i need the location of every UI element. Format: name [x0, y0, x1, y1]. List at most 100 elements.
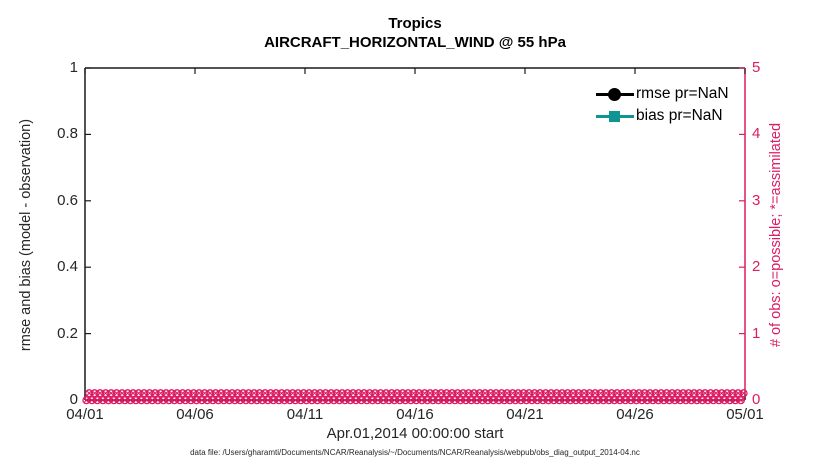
- obs-possible-marker: [533, 396, 542, 405]
- obs-assimilated-marker: [334, 390, 340, 396]
- obs-assimilated-marker: [314, 397, 320, 403]
- obs-possible-marker: [307, 396, 316, 405]
- obs-assimilated-marker: [103, 390, 109, 396]
- obs-possible-marker: [659, 396, 668, 405]
- obs-assimilated-marker: [683, 397, 689, 403]
- obs-possible-marker: [247, 396, 256, 405]
- obs-possible-marker: [382, 389, 391, 398]
- y-right-tick-label: 4: [752, 125, 761, 143]
- obs-possible-marker: [662, 389, 671, 398]
- y-axis-label-left: rmse and bias (model - observation): [18, 118, 34, 352]
- y-right-tick-label: 3: [752, 191, 761, 209]
- obs-possible-marker: [87, 396, 96, 405]
- obs-assimilated-marker: [116, 397, 122, 403]
- obs-possible-marker: [571, 396, 580, 405]
- x-tick-label: 04/26: [616, 406, 654, 423]
- obs-possible-marker: [525, 389, 534, 398]
- obs-possible-marker: [371, 389, 380, 398]
- obs-possible-marker: [332, 389, 341, 398]
- obs-possible-marker: [186, 396, 195, 405]
- obs-assimilated-marker: [284, 390, 290, 396]
- obs-possible-marker: [200, 389, 209, 398]
- legend-item-bias: bias pr=NaN: [596, 106, 729, 126]
- obs-assimilated-marker: [119, 390, 125, 396]
- obs-assimilated-marker: [243, 397, 249, 403]
- obs-possible-marker: [516, 396, 525, 405]
- obs-assimilated-marker: [677, 397, 683, 403]
- obs-possible-marker: [423, 396, 432, 405]
- obs-assimilated-marker: [430, 397, 436, 403]
- obs-assimilated-marker: [507, 397, 513, 403]
- obs-possible-marker: [709, 396, 718, 405]
- obs-possible-marker: [670, 396, 679, 405]
- obs-assimilated-marker: [474, 397, 480, 403]
- obs-assimilated-marker: [312, 390, 318, 396]
- obs-possible-marker: [126, 396, 135, 405]
- obs-assimilated-marker: [452, 397, 458, 403]
- obs-assimilated-marker: [468, 397, 474, 403]
- obs-possible-marker: [456, 396, 465, 405]
- obs-possible-marker: [156, 389, 165, 398]
- obs-assimilated-marker: [501, 397, 507, 403]
- obs-possible-marker: [643, 396, 652, 405]
- obs-possible-marker: [93, 396, 102, 405]
- obs-assimilated-marker: [188, 397, 194, 403]
- obs-assimilated-marker: [688, 397, 694, 403]
- obs-possible-marker: [676, 396, 685, 405]
- obs-possible-marker: [687, 396, 696, 405]
- obs-assimilated-marker: [559, 390, 565, 396]
- obs-assimilated-marker: [97, 390, 103, 396]
- obs-assimilated-marker: [617, 397, 623, 403]
- obs-possible-marker: [651, 389, 660, 398]
- obs-possible-marker: [131, 396, 140, 405]
- obs-possible-marker: [547, 389, 556, 398]
- obs-assimilated-marker: [699, 397, 705, 403]
- obs-possible-marker: [467, 396, 476, 405]
- obs-assimilated-marker: [257, 390, 263, 396]
- obs-possible-marker: [481, 389, 490, 398]
- obs-possible-marker: [544, 396, 553, 405]
- obs-possible-marker: [137, 396, 146, 405]
- obs-possible-marker: [442, 389, 451, 398]
- obs-assimilated-marker: [402, 397, 408, 403]
- obs-assimilated-marker: [163, 390, 169, 396]
- obs-assimilated-marker: [482, 390, 488, 396]
- obs-possible-marker: [170, 396, 179, 405]
- obs-assimilated-marker: [202, 390, 208, 396]
- obs-assimilated-marker: [281, 397, 287, 403]
- obs-assimilated-marker: [581, 390, 587, 396]
- obs-possible-marker: [541, 389, 550, 398]
- obs-assimilated-marker: [94, 397, 100, 403]
- obs-assimilated-marker: [350, 390, 356, 396]
- obs-assimilated-marker: [320, 397, 326, 403]
- obs-assimilated-marker: [633, 397, 639, 403]
- obs-possible-marker: [349, 389, 358, 398]
- obs-possible-marker: [285, 396, 294, 405]
- obs-possible-marker: [580, 389, 589, 398]
- obs-assimilated-marker: [664, 390, 670, 396]
- obs-assimilated-marker: [455, 390, 461, 396]
- obs-assimilated-marker: [666, 397, 672, 403]
- obs-assimilated-marker: [182, 397, 188, 403]
- obs-assimilated-marker: [130, 390, 136, 396]
- obs-assimilated-marker: [589, 397, 595, 403]
- y-left-tick-label: 0.8: [57, 125, 78, 143]
- obs-assimilated-marker: [125, 390, 131, 396]
- obs-assimilated-marker: [152, 390, 158, 396]
- obs-assimilated-marker: [441, 397, 447, 403]
- obs-assimilated-marker: [721, 397, 727, 403]
- obs-assimilated-marker: [658, 390, 664, 396]
- obs-possible-marker: [335, 396, 344, 405]
- obs-assimilated-marker: [595, 397, 601, 403]
- legend-item-rmse: rmse pr=NaN: [596, 84, 729, 104]
- obs-assimilated-marker: [710, 397, 716, 403]
- obs-possible-marker: [505, 396, 514, 405]
- obs-assimilated-marker: [268, 390, 274, 396]
- obs-assimilated-marker: [380, 397, 386, 403]
- obs-possible-marker: [629, 389, 638, 398]
- obs-possible-marker: [640, 389, 649, 398]
- obs-possible-marker: [159, 396, 168, 405]
- obs-assimilated-marker: [521, 390, 527, 396]
- obs-possible-marker: [291, 396, 300, 405]
- obs-possible-marker: [318, 396, 327, 405]
